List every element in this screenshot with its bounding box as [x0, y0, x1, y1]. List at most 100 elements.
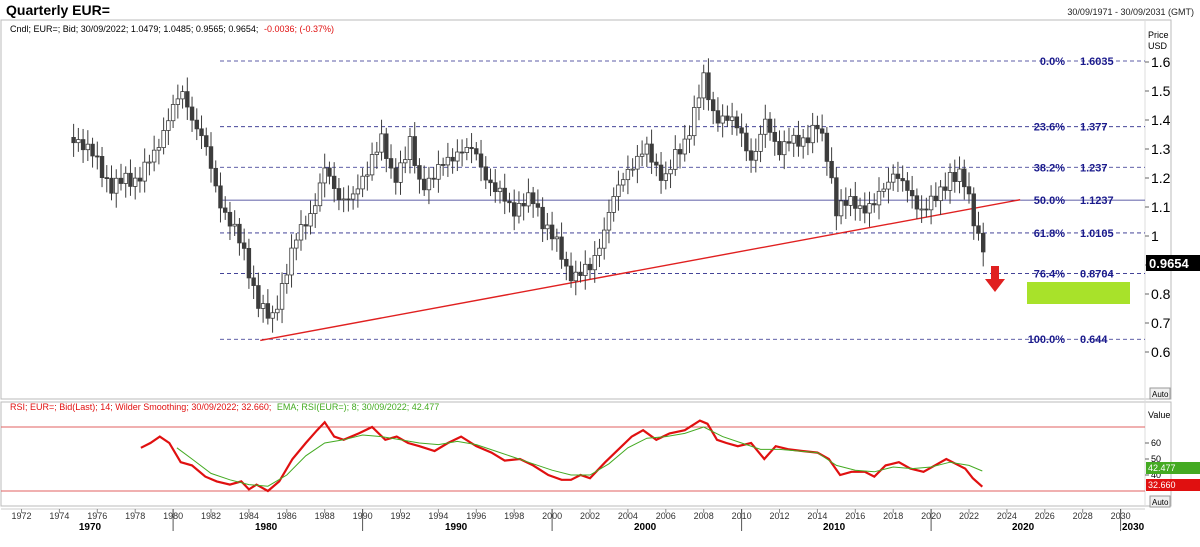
rsi-tick-label: 50 [1151, 454, 1161, 464]
fib-value-label: 1.237 [1080, 162, 1108, 174]
candle-body [981, 232, 986, 253]
x-tick-label: 2014 [807, 511, 827, 521]
candle-body [204, 135, 209, 148]
candle-body [298, 224, 304, 241]
price-tick-label: 0.8 [1151, 286, 1171, 302]
candle-body [260, 303, 266, 309]
candle-body [843, 200, 849, 206]
candle-body [744, 132, 749, 152]
candle-body [819, 128, 825, 134]
price-info-values: Cndl; EUR=; Bid; 30/09/2022; 1.0479; 1.0… [10, 24, 258, 34]
candle-body [403, 159, 408, 164]
candle-body [118, 177, 124, 184]
candle-body [630, 168, 635, 171]
x-tick-label: 2006 [656, 511, 676, 521]
candle-body [218, 185, 223, 209]
candle-body [966, 186, 972, 195]
candle-body [862, 205, 867, 214]
candle-body [331, 175, 337, 189]
candle-body [507, 200, 512, 204]
candle-body [800, 137, 806, 147]
candle-body [151, 149, 157, 163]
rsi-line [140, 419, 984, 493]
price-panel-frame [0, 19, 1172, 400]
x-tick-label: 2024 [997, 511, 1017, 521]
candle-body [696, 97, 702, 108]
candle-body [199, 128, 204, 137]
candle-body [275, 308, 280, 314]
candle-body [355, 188, 361, 195]
candle-body [426, 177, 432, 191]
candle-body [478, 153, 484, 168]
chart-title: Quarterly EUR= [6, 2, 110, 18]
fib-percent-label: 23.6% [1034, 122, 1065, 134]
candle-body [848, 196, 853, 206]
price-axis-unit: USD [1148, 41, 1168, 51]
x-tick-label: 1982 [201, 511, 221, 521]
x-tick-label: 1994 [428, 511, 448, 521]
x-tick-label: 2002 [580, 511, 600, 521]
candle-body [137, 177, 143, 182]
fib-value-label: 1.0105 [1080, 228, 1114, 240]
fib-percent-label: 61.8% [1034, 228, 1065, 240]
candle-body [810, 124, 815, 144]
candle-body [535, 203, 541, 208]
candle-body [521, 203, 526, 207]
candle-body [180, 91, 185, 100]
candle-body [308, 213, 313, 227]
price-auto-button[interactable] [1149, 387, 1171, 400]
candle-body [710, 99, 716, 112]
candle-body [313, 205, 318, 214]
candle-body [976, 225, 981, 234]
candle-body [938, 186, 943, 202]
x-tick-label: 1998 [504, 511, 524, 521]
candle-body [943, 186, 948, 191]
candle-body [279, 283, 285, 310]
candle-body [564, 258, 569, 267]
candle-body [725, 115, 730, 121]
candle-body [227, 211, 233, 227]
candle-body [924, 208, 929, 211]
price-tick-label: 1.1 [1151, 199, 1171, 215]
x-decade-label: 2030 [1122, 522, 1145, 533]
candle-body [241, 242, 247, 249]
candle-body [962, 168, 967, 188]
candle-body [232, 223, 237, 227]
candle-body [365, 174, 370, 177]
price-axis: 0.60.70.80.911.11.21.31.41.51.6 [1145, 54, 1171, 360]
candle-series [71, 58, 986, 333]
candle-body [587, 263, 593, 271]
candle-body [464, 147, 470, 153]
rsi-auto-button[interactable] [1149, 495, 1171, 508]
candle-body [284, 274, 289, 284]
candle-body [270, 312, 275, 319]
candle-body [450, 156, 455, 162]
candle-body [658, 164, 664, 181]
candle-body [549, 224, 555, 240]
candle-body [526, 192, 531, 207]
last-price-badge [1146, 255, 1200, 271]
x-tick-label: 2022 [959, 511, 979, 521]
candle-body [251, 277, 256, 286]
price-tick-label: 1.5 [1151, 83, 1171, 99]
candle-body [620, 179, 626, 186]
candle-body [455, 151, 460, 162]
rsi-axis: 40 50 60 [1145, 438, 1161, 480]
candle-body [90, 143, 95, 157]
candle-body [909, 190, 915, 197]
rsi-last-badge [1146, 479, 1200, 491]
candle-body [156, 147, 162, 151]
candle-body [767, 118, 773, 133]
candle-body [95, 155, 100, 158]
candle-body [829, 160, 834, 179]
ema-last-badge [1146, 462, 1200, 474]
candle-body [175, 98, 181, 105]
candle-body [957, 168, 962, 182]
candle-body [971, 193, 976, 227]
candle-body [322, 167, 327, 184]
ema-line [176, 426, 983, 487]
candle-body [857, 205, 863, 209]
candle-body [341, 198, 346, 201]
candle-body [128, 172, 133, 187]
candle-body [469, 147, 474, 150]
